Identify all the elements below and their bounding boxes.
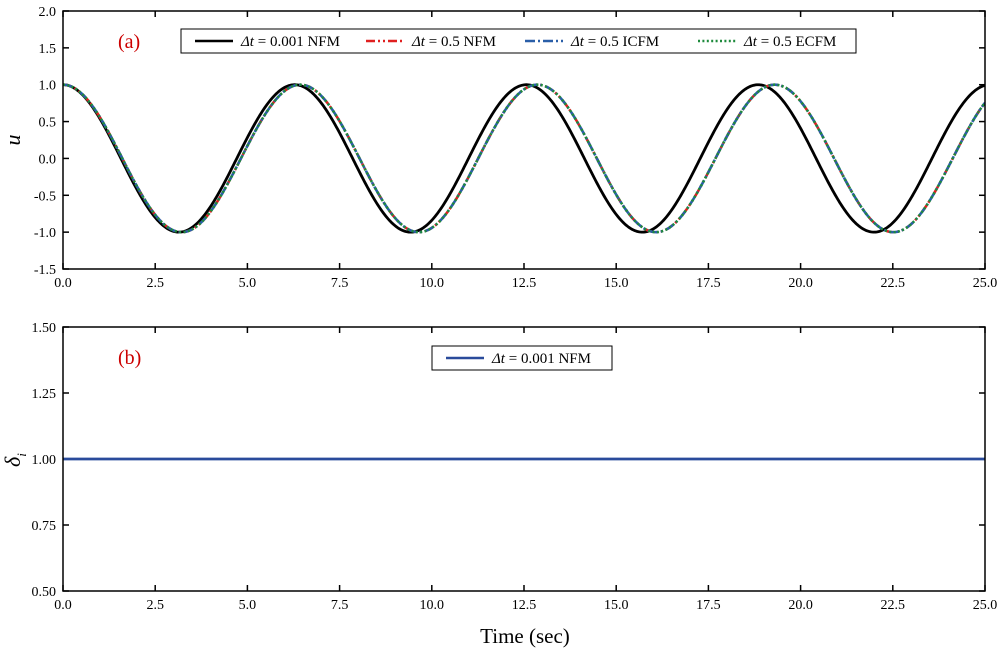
series-line-3 — [63, 83, 985, 234]
panel-label: (a) — [118, 31, 140, 53]
legend-label-italic: Δt — [240, 34, 255, 50]
x-tick-label: 20.0 — [788, 276, 813, 291]
x-tick-label: 7.5 — [331, 598, 349, 613]
y-tick-label: 2.0 — [39, 5, 57, 20]
y-tick-label: 0.75 — [32, 519, 57, 534]
panel-a: 0.0 2.5 5.0 7.5 10.0 12.5 15.0 17.5 20.0 22.5 25.0… — [0, 5, 997, 291]
legend-label-2: Δt = 0.5 ICFM — [570, 34, 659, 50]
x-tick-label: 10.0 — [420, 276, 445, 291]
legend-label-0: Δt = 0.001 NFM — [240, 34, 340, 50]
x-tick-label: 15.0 — [604, 276, 629, 291]
legend-label-3: Δt = 0.5 ECFM — [743, 34, 836, 50]
legend-label-italic: Δt — [411, 34, 426, 50]
y-tick-label: 0.0 — [39, 152, 57, 167]
y-tick-label: 1.25 — [32, 387, 57, 402]
x-tick-label: 2.5 — [146, 276, 164, 291]
x-tick-label: 20.0 — [788, 598, 813, 613]
x-tick-label: 7.5 — [331, 276, 349, 291]
x-tick-label: 12.5 — [512, 276, 537, 291]
panel-b: 0.0 2.5 5.0 7.5 10.0 12.5 15.0 17.5 20.0 22.5 25.0… — [0, 321, 997, 613]
x-tick-label: 5.0 — [239, 276, 257, 291]
y-tick-label: 1.50 — [32, 321, 57, 336]
legend-label-italic: Δt — [491, 351, 506, 367]
legend-box — [180, 28, 857, 54]
y-tick-label: -1.0 — [34, 226, 56, 241]
x-tick-label: 22.5 — [881, 598, 906, 613]
legend-label-0: Δt = 0.001 NFM — [491, 351, 591, 367]
x-tick-label: 12.5 — [512, 598, 537, 613]
legend-label-1: Δt = 0.5 NFM — [411, 34, 496, 50]
y-tick-label: 0.50 — [32, 585, 57, 600]
y-tick-label: -0.5 — [34, 189, 56, 204]
x-tick-label: 10.0 — [420, 598, 445, 613]
x-tick-label: 25.0 — [973, 598, 998, 613]
legend-label-italic: Δt — [570, 34, 585, 50]
series-line-0 — [63, 83, 985, 234]
y-axis-label-main: u — [0, 135, 25, 146]
y-tick-label: -1.5 — [34, 263, 56, 278]
x-tick-label: 5.0 — [239, 598, 257, 613]
y-tick-label: 1.5 — [39, 42, 57, 57]
panel-label: (b) — [118, 347, 141, 369]
x-tick-label: 15.0 — [604, 598, 629, 613]
legend-label-rest: = 0.5 ICFM — [584, 34, 659, 50]
legend-label-rest: = 0.5 NFM — [425, 34, 496, 50]
y-tick-label: 1.00 — [32, 453, 57, 468]
series-line-1 — [63, 83, 985, 234]
x-tick-label: 22.5 — [881, 276, 906, 291]
series-group — [63, 83, 985, 234]
y-axis-label-main: δ — [0, 456, 25, 467]
y-tick-label: 1.0 — [39, 79, 57, 94]
plot-frame — [62, 326, 986, 592]
y-axis-label: δi — [0, 453, 29, 467]
legend-label-italic: Δt — [743, 34, 758, 50]
x-tick-label: 17.5 — [696, 276, 721, 291]
y-axis-label-subscript: i — [14, 453, 29, 457]
legend-label-rest: = 0.5 ECFM — [757, 34, 836, 50]
y-tick-label: 0.5 — [39, 116, 57, 131]
x-tick-label: 0.0 — [54, 276, 72, 291]
x-tick-label: 17.5 — [696, 598, 721, 613]
plot-frame — [62, 10, 986, 270]
x-tick-label: 2.5 — [146, 598, 164, 613]
x-tick-label: 0.0 — [54, 598, 72, 613]
y-axis-label: u — [0, 135, 25, 146]
x-axis-label: Time (sec) — [480, 624, 570, 648]
legend-label-rest: = 0.001 NFM — [254, 34, 340, 50]
x-tick-label: 25.0 — [973, 276, 998, 291]
legend-label-rest: = 0.001 NFM — [505, 351, 591, 367]
series-line-2 — [63, 83, 985, 234]
